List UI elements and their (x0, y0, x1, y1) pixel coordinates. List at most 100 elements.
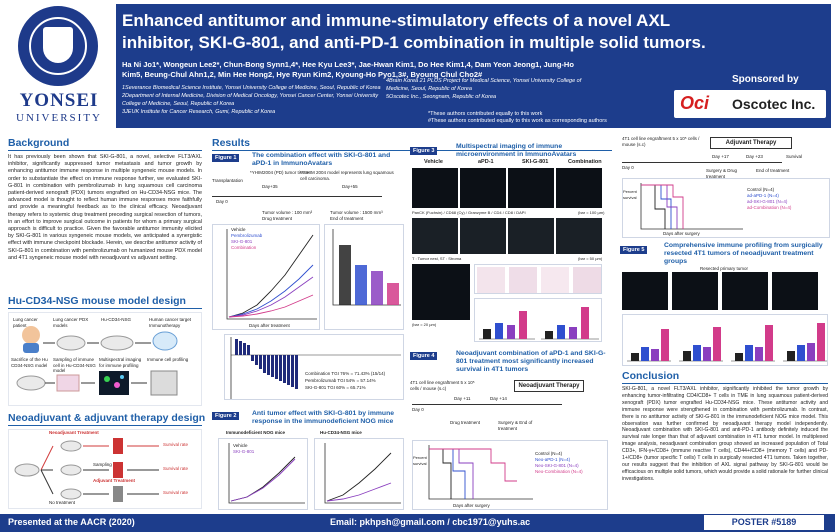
figure-3-title: Multispectral imaging of immune microenv… (456, 143, 577, 158)
legend-ski: SKI-G-801 (231, 239, 253, 244)
fig1-xlabel: Days after treatment (249, 323, 290, 328)
legend-combo: Neo-Combination (N=4) (535, 469, 583, 474)
fig4-day0: Day 0 (412, 407, 424, 412)
neo-design-title: Neoadjuvant & adjuvant therapy design (8, 412, 206, 424)
fig5-bar-charts (622, 314, 828, 366)
vehicle-line (228, 234, 314, 318)
adj-day23: Day +23 (746, 154, 763, 159)
fig2-nog-chart: Vehicle SKI-G-801 (218, 438, 308, 510)
adj-survival-svg (640, 183, 743, 230)
neo-design-diagram: Neoadjuvant Treatment Sampling Adjuvant … (8, 429, 202, 509)
fig4-survival-svg (428, 445, 533, 500)
hu-chart-svg (324, 443, 401, 504)
mouse-icon (14, 463, 40, 477)
waterfall-note: Combination TGI 76% = 71.43% (15/14) (305, 371, 386, 376)
figure-1-title: The combination effect with SKI-G-801 an… (252, 152, 391, 167)
mouse-icon (60, 440, 82, 452)
sampling-icon (56, 374, 80, 392)
fig1-transplant: Transplantation (212, 178, 243, 183)
hu-label: Immune cell profiling (147, 357, 189, 362)
divider (8, 150, 202, 151)
fig3-col: aPD-1 (478, 159, 494, 165)
oscotec-logo-icon: Oci (680, 93, 710, 113)
fig4-survival-chart: Percent survival Days after surgery Cont… (412, 440, 608, 510)
fig1-day0: Day 0 (216, 199, 228, 204)
neo-label: Survival rate (163, 466, 189, 471)
pembro-line (228, 264, 314, 318)
legend-ski: Neo-SKI-G-801 (N=4) (535, 463, 579, 468)
fig1-note: **YHIM 2004 model represents lung squamo… (300, 170, 394, 181)
mif-image (556, 218, 602, 254)
sponsor-logo: Oci Oscotec Inc. (674, 90, 826, 118)
background-text: It has previously been shown that SKI-G-… (8, 154, 202, 261)
fig3-col: SKI-G-801 (522, 159, 549, 165)
waterfall-note: SKI-G-801 TGI 60% = 65.71% (305, 385, 366, 390)
sacrifice-mouse-icon (16, 375, 46, 391)
fig4-drug: Drug treatment (450, 420, 481, 425)
yonsei-seal-icon (18, 6, 98, 86)
legend-combo: Combination (231, 245, 257, 250)
adj-survival-chart: Percent survival Days after surgery Cont… (622, 178, 830, 238)
fig3-scale: (bar = 50 µm) (578, 256, 603, 261)
legend-pembro: ad-aPD-1 (N=4) (747, 193, 779, 198)
fig4-ylabel: Percent survival (413, 455, 427, 466)
neo-label: Survival rate (163, 442, 189, 447)
fig1-waterfall-chart: Combination TGI 76% = 71.43% (15/14) Pem… (224, 334, 404, 400)
affiliation: 1Severance Biomedical Science Institute,… (122, 85, 381, 91)
university-name: YONSEI (19, 90, 99, 111)
neo-label: Adjuvant Treatment (93, 478, 136, 483)
fig3-col: Vehicle (424, 159, 443, 165)
waterfall-note: Pembrolizumab TGI 54% = 57.14% (305, 378, 376, 383)
conclusion-title: Conclusion (622, 370, 680, 382)
poster-number-badge: POSTER #5189 (704, 515, 824, 530)
conclusion-text: SKI-G-801, a novel FLT3/AXL inhibitor, s… (622, 386, 828, 482)
mif-image (772, 272, 818, 310)
figure-4-tag: Figure 4 (410, 352, 438, 360)
hu-label: Human cancer target Immunotherapy (149, 317, 192, 328)
yonsei-logo: YONSEI UNIVERSITY (6, 4, 112, 128)
fig3-bar-charts (474, 298, 602, 342)
adj-day0: Day 0 (622, 165, 634, 170)
fig3-scale: (bar = 100 µm) (578, 210, 605, 215)
affiliations-left: 1Severance Biomedical Science Institute,… (122, 84, 392, 116)
fig3-col: Combination (568, 159, 602, 165)
adj-cells: 4T1 cell line engraftment 5 x 10⁵ cells … (622, 136, 700, 147)
divider (622, 383, 828, 384)
affiliation: 5Oscotec Inc., Seongnam, Republic of Kor… (386, 94, 497, 100)
fig1-note: *YHIM2004 (PD) tumor tissue (250, 170, 310, 175)
legend-ski: ad-SKI-G-801 (N=4) (747, 199, 788, 204)
fig2-hu-chart (314, 438, 404, 510)
legend-pembro: Pembrolizumab (231, 233, 263, 238)
imaging-icon (99, 371, 129, 395)
ski-line (228, 276, 314, 318)
figure-2-title: Anti tumor effect with SKI-G-801 by immu… (252, 410, 394, 425)
poster-title: Enhanced antitumor and immune-stimulator… (122, 11, 706, 52)
adj-end: End of treatment (756, 168, 790, 173)
fig5-sub: Resected primary tumor (700, 266, 749, 271)
adj-day17: Day +17 (712, 154, 729, 159)
vehicle-line (230, 456, 296, 502)
mouse-icon (60, 488, 82, 500)
neo-label: Neoadjuvant Treatment (49, 430, 99, 435)
timeline (412, 404, 562, 405)
legend-combo: ad-Combination (N=4) (747, 205, 792, 210)
sponsor-name: Oscotec Inc. (732, 96, 816, 112)
waterfall-svg (230, 337, 401, 399)
hu-label: Hu-CD34-NSG (101, 317, 132, 322)
hu-label: Sampling of immune cell in Hu-CD34-NSG m… (53, 357, 96, 373)
adj-therapy-box: Adjuvant Therapy (710, 137, 792, 149)
mif-image (460, 168, 506, 208)
figure-2-tag: Figure 2 (212, 412, 240, 420)
adj-ylabel: Percent survival (623, 189, 637, 200)
adj-surgery: Surgery & Drug treatment (706, 168, 738, 179)
nsg-mouse-icon (100, 335, 134, 351)
author-notes: *These authors contributed equally to th… (428, 111, 728, 125)
adj-xlabel: Days after surgery (663, 231, 700, 236)
timeline (212, 196, 382, 197)
hu-label: Sacrifice of the Hu CD34-NSG model (11, 357, 48, 368)
neo-label: No treatment (49, 500, 76, 505)
sponsor-label: Sponsored by (732, 74, 799, 85)
background-title: Background (8, 137, 70, 149)
hu-label: Lung cancer PDX models (53, 317, 89, 328)
mif-image (722, 272, 768, 310)
